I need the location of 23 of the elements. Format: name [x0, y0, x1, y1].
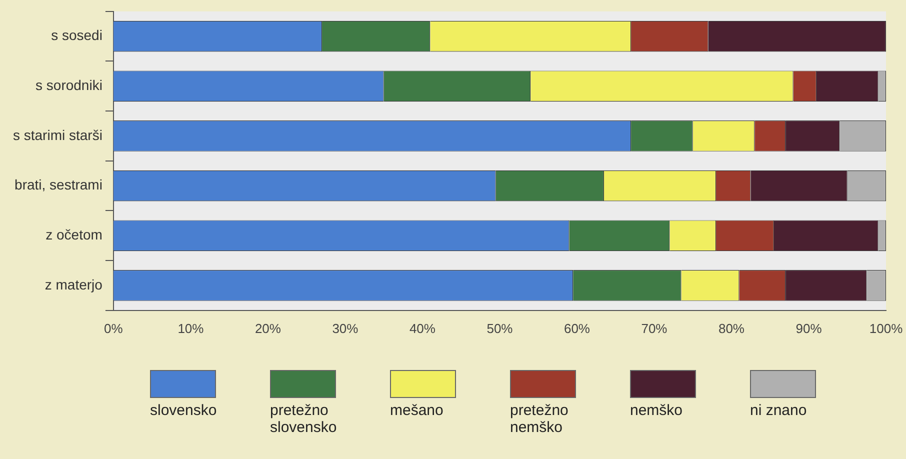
x-tick-label: 60% — [564, 320, 590, 336]
y-tick-label: s sosedi — [51, 27, 102, 44]
y-tick-label: z materjo — [44, 276, 103, 292]
y-tick-label: z očetom — [46, 226, 102, 243]
x-tick-label: 20% — [254, 320, 282, 336]
legend-label: nemško — [630, 402, 684, 419]
x-tick-label: 30% — [332, 320, 359, 336]
y-tick-label: brati, sestrami — [14, 176, 102, 193]
legend-label: mešano — [390, 402, 444, 419]
legend-label: ni znano — [750, 402, 808, 419]
x-tick-label: 70% — [641, 320, 668, 336]
x-tick-label: 100% — [869, 320, 904, 336]
x-tick-label: 50% — [486, 320, 514, 336]
legend-label: pretežno slovensko — [270, 402, 338, 436]
legend-label: pretežno nemško — [510, 402, 570, 436]
y-tick-label: s sorodniki — [36, 77, 102, 94]
x-tick-label: 80% — [718, 320, 745, 336]
x-tick-label: 90% — [796, 320, 822, 336]
x-tick-label: 10% — [178, 320, 204, 336]
x-tick-label: 0% — [104, 320, 124, 336]
y-tick-label: s starimi starši — [12, 126, 102, 143]
x-tick-label: 40% — [409, 320, 436, 336]
legend-label: slovensko — [150, 402, 218, 419]
